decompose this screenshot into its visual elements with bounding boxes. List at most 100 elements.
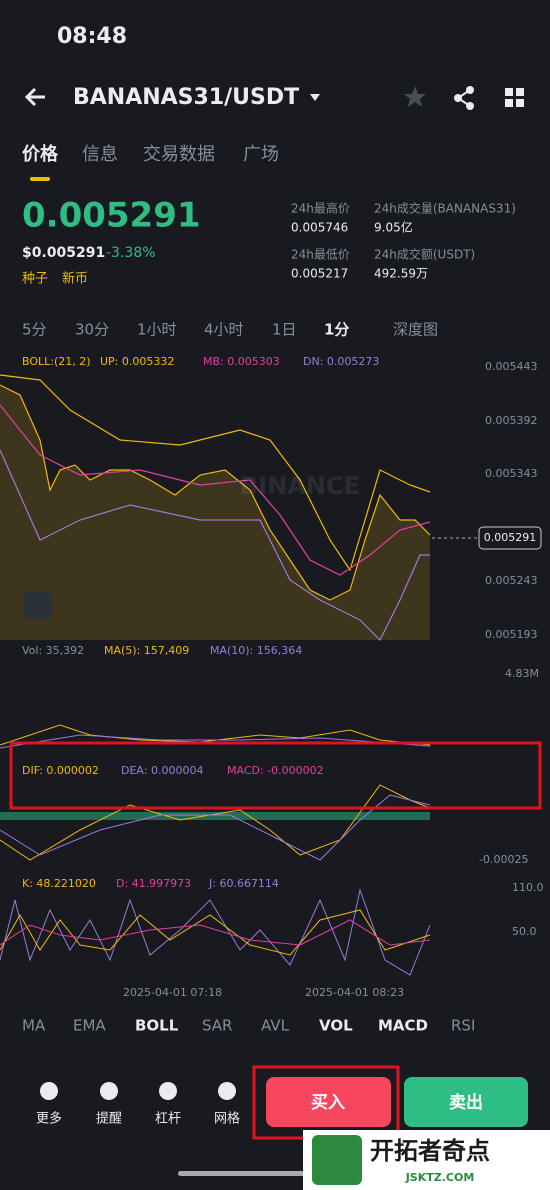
interval[interactable]: 30分 — [75, 321, 109, 339]
action-icon[interactable] — [40, 1082, 58, 1100]
favorite-icon[interactable] — [404, 86, 426, 107]
kdj-legend: D: 41.997973 — [116, 877, 191, 890]
price-chart — [0, 374, 542, 642]
buy-button[interactable] — [266, 1077, 391, 1127]
price-change: -3.38% — [106, 245, 156, 261]
indicator-tab[interactable]: EMA — [73, 1017, 106, 1035]
indicator-tab[interactable]: RSI — [451, 1017, 475, 1035]
current-price-label: 0.005291 — [484, 531, 537, 544]
price-axis-label: 0.005443 — [485, 360, 538, 373]
kdj-legend: K: 48.221020 — [22, 877, 96, 890]
interval[interactable]: 1日 — [272, 321, 297, 339]
sell-label[interactable]: 卖出 — [449, 1092, 483, 1113]
logo-name: 开拓者奇点 — [370, 1137, 490, 1165]
price-line — [0, 384, 431, 601]
macd-axis-label: -0.00025 — [479, 853, 528, 866]
d-line — [0, 919, 431, 946]
price-area — [0, 385, 430, 640]
boll-legend: DN: 0.005273 — [303, 355, 379, 368]
tag: 新币 — [62, 271, 88, 287]
last-price: 0.005291 — [22, 196, 201, 236]
macd-legend: DEA: 0.000004 — [121, 764, 203, 777]
expand-button[interactable] — [24, 591, 52, 619]
kdj-axis-label: 50.0 — [512, 925, 537, 938]
stat-label: 24h成交额(USDT) — [374, 247, 475, 262]
action-label[interactable]: 网格 — [214, 1111, 240, 1127]
vol-ma5 — [0, 724, 431, 746]
share-icon[interactable] — [454, 86, 474, 110]
tag: 种子 — [22, 272, 48, 287]
action-label[interactable]: 杠杆 — [155, 1111, 181, 1127]
j-line — [0, 888, 431, 976]
buy-label[interactable]: 买入 — [311, 1093, 345, 1113]
interval[interactable]: 5分 — [22, 321, 47, 339]
macd-legend: DIF: 0.000002 — [22, 764, 99, 777]
macd-legend: MACD: -0.000002 — [227, 764, 324, 777]
sell-button[interactable] — [404, 1077, 528, 1127]
time-label: 2025-04-01 07:18 — [123, 986, 222, 999]
kdj-axis-label: 110.0 — [512, 881, 544, 894]
dropdown-icon[interactable] — [310, 94, 320, 101]
interval[interactable]: 4小时 — [204, 321, 244, 339]
stat-value: 492.59万 — [374, 267, 428, 281]
macd-hist — [0, 812, 430, 820]
back-icon[interactable] — [24, 87, 45, 107]
price-axis-label: 0.005343 — [485, 467, 538, 480]
stat-value: 0.005746 — [291, 221, 348, 235]
action-icon[interactable] — [218, 1082, 236, 1100]
grid-icon[interactable] — [505, 88, 524, 107]
stat-value: 0.005217 — [291, 267, 348, 281]
boll-legend: MB: 0.005303 — [203, 355, 280, 368]
tab-indicator — [30, 177, 50, 181]
price-axis-label: 0.005243 — [485, 574, 538, 587]
tab[interactable]: 信息 — [82, 144, 118, 165]
indicator-tab[interactable]: SAR — [202, 1017, 232, 1035]
interval[interactable]: 深度图 — [393, 321, 438, 339]
pair-title: BANANAS31/USDT — [73, 85, 299, 110]
macd-chart — [0, 784, 431, 861]
price-axis-label: 0.005392 — [485, 414, 538, 427]
action-icon[interactable] — [159, 1082, 177, 1100]
k-line — [0, 909, 431, 956]
current-price-box — [478, 526, 542, 550]
stat-value: 9.05亿 — [374, 220, 413, 235]
boll-mb — [0, 404, 431, 576]
stat-label: 24h最高价 — [291, 201, 350, 216]
volume-chart — [0, 724, 431, 749]
boll-legend: UP: 0.005332 — [100, 355, 174, 368]
logo-site: JSKTZ.COM — [405, 1171, 475, 1184]
boll-legend: BOLL:(21, 2) — [22, 355, 91, 368]
action-label[interactable]: 提醒 — [96, 1111, 122, 1127]
boll-up — [0, 374, 431, 572]
tab[interactable]: 价格 — [22, 143, 59, 165]
vol-axis-label: 4.83M — [505, 667, 539, 680]
logo-icon — [312, 1135, 362, 1185]
indicator-tab[interactable]: MA — [22, 1017, 46, 1035]
action-icon[interactable] — [100, 1082, 118, 1100]
price-axis-label: 0.005193 — [485, 628, 538, 641]
interval[interactable]: 1分 — [324, 321, 349, 339]
indicator-tab[interactable]: AVL — [261, 1017, 290, 1035]
vol-legend: MA(5): 157,409 — [104, 644, 189, 657]
indicator-tab[interactable]: VOL — [319, 1017, 353, 1035]
tab[interactable]: 广场 — [243, 144, 279, 165]
action-label[interactable]: 更多 — [36, 1111, 62, 1127]
vol-legend: MA(10): 156,364 — [210, 644, 302, 657]
stat-label: 24h成交量(BANANAS31) — [374, 201, 516, 216]
watermark: BINANCE — [240, 472, 360, 500]
usd-price: $0.005291 — [22, 245, 105, 261]
interval[interactable]: 1小时 — [137, 321, 177, 339]
indicator-tab[interactable]: MACD — [378, 1017, 428, 1035]
time-label: 2025-04-01 08:23 — [305, 986, 404, 999]
kdj-chart — [0, 888, 431, 976]
tab[interactable]: 交易数据 — [143, 144, 215, 165]
indicator-tab[interactable]: BOLL — [135, 1017, 179, 1035]
highlight-box — [9, 741, 542, 810]
status-time: 08:48 — [57, 24, 127, 49]
dif-line — [0, 784, 431, 861]
boll-dn — [0, 449, 430, 642]
kdj-legend: J: 60.667114 — [208, 877, 279, 890]
vol-ma10 — [0, 734, 431, 749]
